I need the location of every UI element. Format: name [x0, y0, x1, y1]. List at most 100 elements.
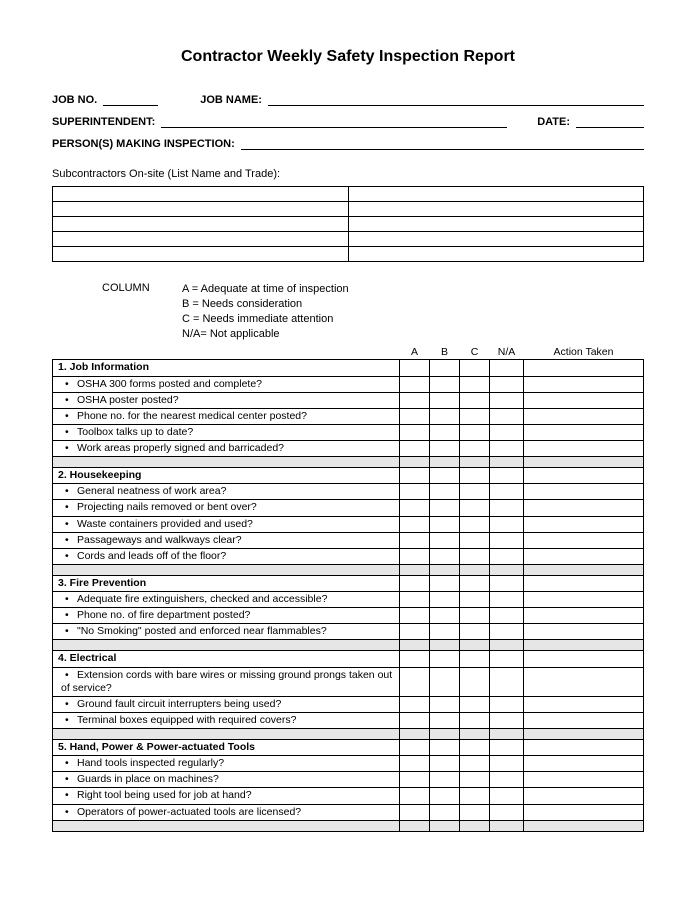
check-c[interactable]: [460, 441, 490, 457]
check-na[interactable]: [490, 532, 524, 548]
check-a[interactable]: [400, 608, 430, 624]
action-cell[interactable]: [524, 788, 644, 804]
job-name-blank[interactable]: [268, 95, 644, 106]
check-b[interactable]: [430, 516, 460, 532]
check-cell[interactable]: [400, 575, 430, 591]
action-cell[interactable]: [524, 608, 644, 624]
action-cell[interactable]: [524, 392, 644, 408]
action-cell[interactable]: [524, 667, 644, 696]
action-cell[interactable]: [524, 360, 644, 376]
sub-cell[interactable]: [348, 232, 644, 247]
sub-cell[interactable]: [348, 217, 644, 232]
check-c[interactable]: [460, 424, 490, 440]
check-b[interactable]: [430, 424, 460, 440]
action-cell[interactable]: [524, 575, 644, 591]
check-b[interactable]: [430, 500, 460, 516]
check-b[interactable]: [430, 441, 460, 457]
action-cell[interactable]: [524, 772, 644, 788]
check-a[interactable]: [400, 548, 430, 564]
action-cell[interactable]: [524, 651, 644, 667]
sub-cell[interactable]: [348, 202, 644, 217]
check-c[interactable]: [460, 712, 490, 728]
check-a[interactable]: [400, 788, 430, 804]
job-no-blank[interactable]: [103, 95, 158, 106]
check-b[interactable]: [430, 756, 460, 772]
check-a[interactable]: [400, 772, 430, 788]
check-a[interactable]: [400, 408, 430, 424]
check-na[interactable]: [490, 772, 524, 788]
sub-cell[interactable]: [348, 247, 644, 262]
check-a[interactable]: [400, 667, 430, 696]
action-cell[interactable]: [524, 548, 644, 564]
check-na[interactable]: [490, 441, 524, 457]
check-a[interactable]: [400, 376, 430, 392]
action-cell[interactable]: [524, 424, 644, 440]
check-c[interactable]: [460, 500, 490, 516]
check-a[interactable]: [400, 756, 430, 772]
check-c[interactable]: [460, 772, 490, 788]
check-cell[interactable]: [460, 740, 490, 756]
check-b[interactable]: [430, 624, 460, 640]
check-a[interactable]: [400, 424, 430, 440]
check-na[interactable]: [490, 804, 524, 820]
action-cell[interactable]: [524, 500, 644, 516]
check-a[interactable]: [400, 500, 430, 516]
sub-cell[interactable]: [53, 202, 349, 217]
action-cell[interactable]: [524, 804, 644, 820]
check-b[interactable]: [430, 376, 460, 392]
sub-cell[interactable]: [53, 217, 349, 232]
check-c[interactable]: [460, 696, 490, 712]
check-b[interactable]: [430, 667, 460, 696]
check-a[interactable]: [400, 484, 430, 500]
action-cell[interactable]: [524, 756, 644, 772]
check-na[interactable]: [490, 376, 524, 392]
check-b[interactable]: [430, 392, 460, 408]
check-a[interactable]: [400, 392, 430, 408]
check-cell[interactable]: [460, 575, 490, 591]
check-c[interactable]: [460, 788, 490, 804]
check-na[interactable]: [490, 608, 524, 624]
check-na[interactable]: [490, 500, 524, 516]
check-a[interactable]: [400, 712, 430, 728]
check-c[interactable]: [460, 804, 490, 820]
check-b[interactable]: [430, 592, 460, 608]
check-cell[interactable]: [430, 468, 460, 484]
action-cell[interactable]: [524, 532, 644, 548]
check-b[interactable]: [430, 608, 460, 624]
check-a[interactable]: [400, 532, 430, 548]
sub-cell[interactable]: [53, 232, 349, 247]
check-a[interactable]: [400, 624, 430, 640]
check-na[interactable]: [490, 696, 524, 712]
check-cell[interactable]: [400, 651, 430, 667]
check-b[interactable]: [430, 696, 460, 712]
date-blank[interactable]: [576, 117, 644, 128]
action-cell[interactable]: [524, 408, 644, 424]
check-cell[interactable]: [490, 740, 524, 756]
action-cell[interactable]: [524, 468, 644, 484]
check-na[interactable]: [490, 424, 524, 440]
check-na[interactable]: [490, 408, 524, 424]
check-cell[interactable]: [490, 360, 524, 376]
check-cell[interactable]: [430, 575, 460, 591]
check-a[interactable]: [400, 441, 430, 457]
check-cell[interactable]: [400, 360, 430, 376]
action-cell[interactable]: [524, 376, 644, 392]
check-na[interactable]: [490, 712, 524, 728]
action-cell[interactable]: [524, 592, 644, 608]
sub-cell[interactable]: [53, 187, 349, 202]
check-b[interactable]: [430, 804, 460, 820]
check-b[interactable]: [430, 712, 460, 728]
action-cell[interactable]: [524, 712, 644, 728]
check-cell[interactable]: [490, 651, 524, 667]
check-c[interactable]: [460, 624, 490, 640]
check-na[interactable]: [490, 592, 524, 608]
check-c[interactable]: [460, 532, 490, 548]
check-na[interactable]: [490, 756, 524, 772]
check-na[interactable]: [490, 392, 524, 408]
check-c[interactable]: [460, 592, 490, 608]
sub-cell[interactable]: [348, 187, 644, 202]
check-c[interactable]: [460, 548, 490, 564]
check-na[interactable]: [490, 516, 524, 532]
check-c[interactable]: [460, 667, 490, 696]
check-cell[interactable]: [400, 740, 430, 756]
